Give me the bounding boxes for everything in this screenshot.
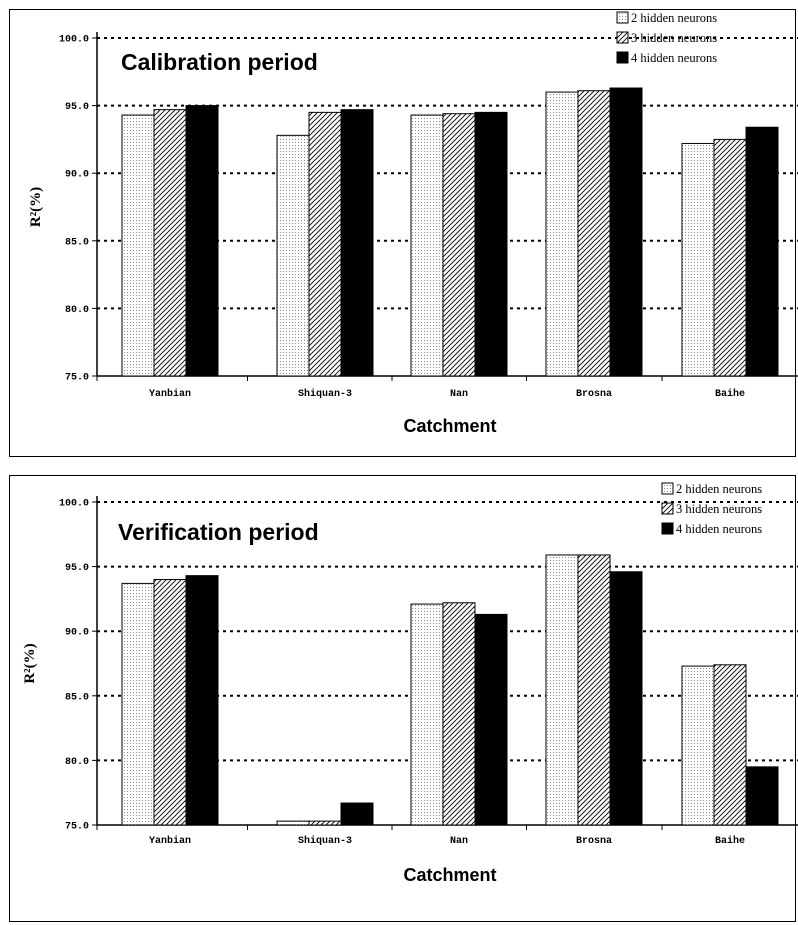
calibration-chart-panel: 75.0 80.0 85.0 90.0 95.0 100.0 Yanbian Shiquan-…: [0, 0, 798, 460]
chart-frame: [9, 475, 796, 922]
verification-chart: 75.0 80.0 85.0 90.0 95.0 100.0 Yanbian Shiquan-…: [9, 475, 798, 922]
y-tick-label: 100.0: [59, 499, 89, 510]
y-axis-label: R²(%): [28, 187, 44, 227]
bar-dots: [276, 820, 310, 826]
bar-dots: [410, 603, 444, 826]
bar-solid: [745, 766, 779, 826]
y-tick-label: 75.0: [65, 373, 89, 384]
legend-swatch-solid: [616, 51, 629, 64]
bar-solid: [474, 613, 508, 826]
y-tick-label: 95.0: [65, 102, 89, 113]
bar-solid: [474, 111, 508, 377]
x-category-label: Yanbian: [149, 835, 191, 847]
bar-hatch: [442, 113, 476, 377]
bar-dots: [410, 114, 444, 377]
bar-hatch: [308, 111, 342, 377]
bar-dots: [545, 554, 579, 826]
legend-label: 3 hidden neurons: [631, 31, 717, 45]
legend-swatch-dots: [661, 482, 674, 495]
chart-frame: [9, 9, 796, 457]
y-tick-label: 95.0: [65, 563, 89, 574]
bar-hatch: [153, 579, 187, 826]
legend-label: 2 hidden neurons: [631, 11, 717, 25]
bar-hatch: [713, 664, 747, 826]
bar-hatch: [577, 90, 611, 377]
legend-label: 2 hidden neurons: [676, 482, 762, 496]
legend-swatch-hatch: [616, 31, 629, 44]
y-tick-label: 80.0: [65, 757, 89, 768]
chart-title: Calibration period: [121, 49, 318, 75]
x-category-label: Baihe: [715, 388, 745, 400]
y-tick-label: 90.0: [65, 628, 89, 639]
bar-dots: [545, 91, 579, 377]
legend-swatch-hatch: [661, 502, 674, 515]
bar-solid: [340, 109, 374, 377]
calibration-chart: 75.0 80.0 85.0 90.0 95.0 100.0 Yanbian Shiquan-…: [9, 9, 798, 457]
bar-solid: [185, 105, 219, 377]
x-category-label: Brosna: [576, 389, 612, 400]
bar-solid: [609, 571, 643, 826]
y-tick-label: 75.0: [65, 822, 89, 833]
x-axis-label: Catchment: [403, 416, 496, 436]
bar-dots: [121, 114, 155, 377]
legend-label: 4 hidden neurons: [676, 522, 762, 536]
bar-dots: [681, 665, 715, 826]
bar-dots: [121, 582, 155, 826]
bar-solid: [185, 575, 219, 826]
x-category-label: Nan: [450, 389, 468, 400]
legend-label: 3 hidden neurons: [676, 502, 762, 516]
y-tick-label: 85.0: [65, 692, 89, 703]
bar-hatch: [442, 602, 476, 826]
legend-swatch-solid: [661, 522, 674, 535]
y-axis-label: R²(%): [22, 643, 38, 683]
x-category-label: Shiquan-3: [298, 835, 352, 847]
x-category-label: Baihe: [715, 835, 745, 847]
legend-label: 4 hidden neurons: [631, 51, 717, 65]
chart-title: Verification period: [118, 519, 319, 545]
x-axis-label: Catchment: [403, 865, 496, 885]
bar-hatch: [713, 138, 747, 377]
y-tick-label: 85.0: [65, 237, 89, 248]
bar-solid: [745, 126, 779, 377]
bar-hatch: [308, 820, 342, 826]
y-tick-label: 80.0: [65, 305, 89, 316]
verification-chart-panel: 75.0 80.0 85.0 90.0 95.0 100.0 Yanbian Shiquan-…: [0, 466, 798, 925]
x-category-label: Shiquan-3: [298, 388, 352, 400]
legend-swatch-dots: [616, 11, 629, 24]
bar-hatch: [577, 554, 611, 826]
x-category-label: Yanbian: [149, 388, 191, 400]
bar-solid: [340, 802, 374, 826]
x-category-label: Nan: [450, 836, 468, 847]
y-tick-label: 90.0: [65, 170, 89, 181]
bar-hatch: [153, 109, 187, 377]
y-tick-label: 100.0: [59, 35, 89, 46]
bar-dots: [681, 142, 715, 377]
bar-dots: [276, 134, 310, 377]
x-category-label: Brosna: [576, 836, 612, 847]
bar-solid: [609, 87, 643, 377]
